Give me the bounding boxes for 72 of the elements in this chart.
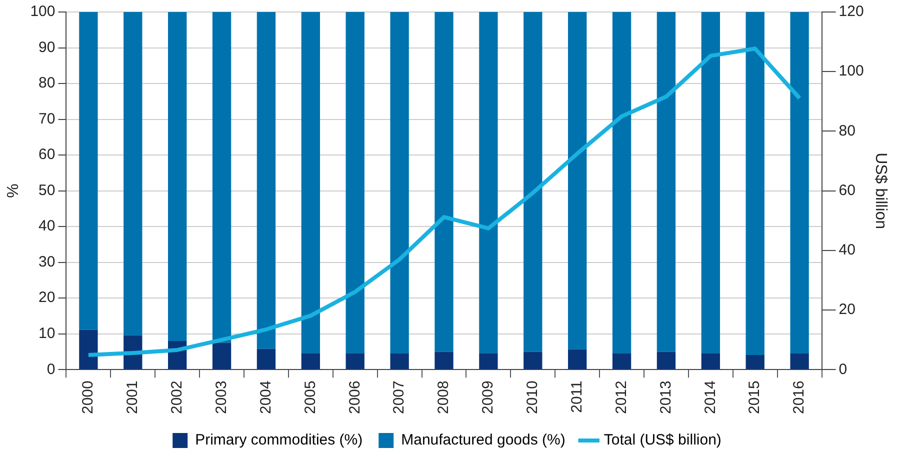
bar	[434, 12, 454, 352]
y-tick-label: 100	[30, 3, 56, 20]
bar	[390, 12, 409, 354]
y2-tick-label: 20	[838, 301, 856, 318]
bar	[479, 12, 498, 354]
bar	[79, 330, 98, 370]
x-tick-label: 2006	[346, 380, 364, 414]
bar	[256, 12, 276, 349]
bar	[212, 12, 232, 343]
y2-tick-label: 80	[838, 122, 856, 140]
y-tick-label: 40	[38, 218, 56, 235]
y-tick-label: 80	[38, 74, 56, 92]
x-tick-label: 2013	[657, 380, 674, 414]
y-axis-title: %	[5, 184, 22, 198]
bar	[790, 353, 809, 370]
legend-label: Total (US$ billion)	[604, 432, 722, 449]
bar	[701, 12, 720, 354]
y2-tick-label: 40	[838, 242, 856, 259]
y-tick-label: 30	[38, 253, 56, 270]
x-tick-label: 2005	[302, 380, 319, 414]
y-tick-label: 70	[38, 110, 56, 128]
bar	[746, 354, 764, 370]
y2-axis-title: US$ billion	[872, 152, 889, 230]
legend-label: Manufactured goods (%)	[401, 432, 566, 449]
bar	[479, 353, 498, 370]
x-tick-label: 2011	[568, 380, 586, 413]
bar	[434, 352, 454, 370]
y-tick-label: 60	[38, 146, 56, 164]
bar	[124, 12, 142, 336]
bar	[612, 12, 632, 354]
bar	[79, 12, 98, 330]
x-tick-label: 2004	[257, 380, 274, 414]
bar	[346, 12, 364, 354]
y-tick-label: 10	[38, 325, 56, 342]
x-tick-label: 2008	[435, 380, 452, 414]
y-tick-label: 20	[38, 289, 56, 306]
y2-tick-label: 0	[838, 360, 848, 378]
bar	[256, 348, 276, 370]
x-tick-label: 2000	[80, 380, 97, 414]
x-tick-label: 2002	[168, 380, 186, 414]
bar	[790, 12, 809, 354]
y2-tick-label: 60	[838, 182, 856, 199]
x-tick-label: 2016	[790, 380, 808, 414]
legend-label: Primary commodities (%)	[195, 432, 363, 449]
y2-tick-label: 100	[838, 62, 864, 80]
y-tick-label: 90	[38, 38, 56, 56]
bar	[168, 12, 187, 342]
bar	[568, 349, 587, 370]
bar	[701, 353, 720, 370]
y-tick-label: 50	[38, 182, 56, 199]
bar	[301, 12, 320, 354]
bar	[568, 12, 587, 350]
x-tick-label: 2015	[746, 380, 764, 414]
bar	[612, 353, 632, 370]
x-tick-label: 2001	[124, 380, 142, 414]
x-tick-label: 2014	[702, 380, 719, 414]
bar	[656, 352, 676, 370]
y2-tick-label: 120	[838, 3, 864, 20]
bar	[746, 12, 764, 355]
bar	[301, 353, 320, 370]
bar	[346, 353, 364, 370]
y-tick-label: 0	[46, 360, 56, 378]
x-tick-label: 2012	[612, 380, 630, 414]
bar	[656, 12, 676, 352]
bar	[524, 352, 542, 370]
x-tick-label: 2009	[480, 380, 497, 414]
bar	[524, 12, 542, 352]
bar	[390, 353, 409, 370]
x-tick-label: 2003	[212, 380, 230, 414]
bar	[212, 342, 232, 370]
x-tick-label: 2010	[524, 380, 542, 414]
x-tick-label: 2007	[390, 380, 408, 414]
